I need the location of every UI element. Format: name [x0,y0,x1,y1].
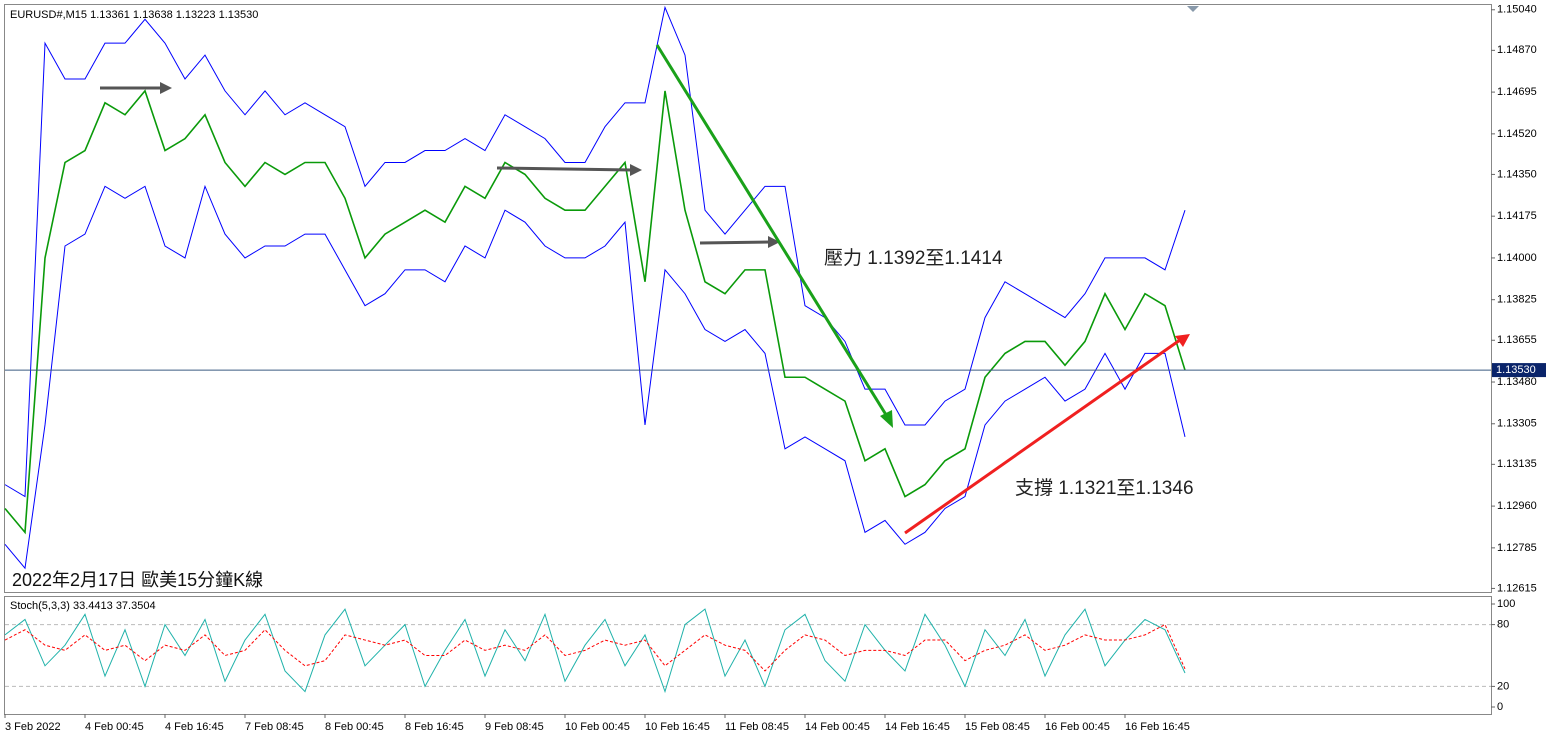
stoch-frame [4,596,1492,715]
x-tick-label: 14 Feb 16:45 [885,721,950,733]
resistance-trendline [655,44,890,419]
y-tick-label: 1.14350 [1497,168,1537,180]
y-tick-label: 1.14520 [1497,128,1537,140]
x-tick-label: 15 Feb 08:45 [965,721,1030,733]
series-line [4,623,1186,672]
y-tick-label: 20 [1497,680,1509,692]
resistance-label: 壓力 1.1392至1.1414 [824,247,1003,269]
main-frame [4,4,1492,593]
ohlc-value: 1.13223 [176,9,216,21]
series-line [4,5,1186,498]
arrow-head [768,236,780,248]
x-tick-label: 4 Feb 16:45 [165,721,224,733]
ohlc-value: 1.13361 [90,9,130,21]
y-tick-label: 1.14000 [1497,252,1537,264]
x-tick-label: 16 Feb 16:45 [1125,721,1190,733]
main-layer [4,5,1491,694]
caption: 2022年2月17日 歐美15分鐘K線 [12,570,263,590]
stoch-header: Stoch(5,3,3) 33.4413 37.3504 [10,600,156,612]
arrow-head [1175,334,1190,347]
x-tick-label: 10 Feb 16:45 [645,721,710,733]
y-tick-label: 1.14695 [1497,86,1537,98]
y-tick-label: 100 [1497,598,1515,610]
x-tick-label: 16 Feb 00:45 [1045,721,1110,733]
y-tick-label: 80 [1497,619,1509,631]
y-tick-label: 1.13305 [1497,418,1537,430]
arrow-head [880,410,893,428]
series-line [4,184,1186,570]
support-label: 支撐 1.1321至1.1346 [1015,477,1194,499]
arrow-head [630,164,642,176]
x-tick-label: 10 Feb 00:45 [565,721,630,733]
support-trendline [904,338,1181,535]
x-tick-label: 7 Feb 08:45 [245,721,304,733]
y-tick-label: 1.13480 [1497,376,1537,388]
x-tick-label: 3 Feb 2022 [5,721,61,733]
ohlc: 1.13361 1.13638 1.13223 1.13530 [90,9,258,21]
marker [1187,6,1199,12]
header: EURUSD#,M15 1.13361 1.13638 1.13223 1.13… [10,9,258,21]
stoch-title: Stoch(5,3,3) [10,600,70,612]
x-tick-label: 8 Feb 00:45 [325,721,384,733]
y-tick-label: 1.13825 [1497,294,1537,306]
y-tick-label: 1.13655 [1497,334,1537,346]
arrow [699,240,771,245]
series-line [4,608,1186,694]
last-price-box [1492,363,1546,378]
arrow-head [160,82,172,94]
symbol: EURUSD#,M15 [10,9,87,21]
x-tick-label: 11 Feb 08:45 [725,721,789,733]
stoch-d: 37.3504 [116,600,156,612]
y-tick-label: 1.14175 [1497,210,1537,222]
y-tick-label: 1.13135 [1497,458,1537,470]
x-tick-label: 8 Feb 16:45 [405,721,464,733]
y-tick-label: 1.14870 [1497,44,1537,56]
y-tick-label: 1.12785 [1497,542,1537,554]
last-price-label: 1.13530 [1496,364,1536,376]
ohlc-value: 1.13530 [219,9,259,21]
y-tick-label: 1.12960 [1497,500,1537,512]
y-tick-label: 0 [1497,701,1503,713]
arrow [496,166,633,172]
x-tick-label: 4 Feb 00:45 [85,721,144,733]
ohlc-value: 1.13638 [133,9,173,21]
stoch-k: 33.4413 [73,600,113,612]
x-tick-label: 9 Feb 08:45 [485,721,544,733]
y-tick-label: 1.15040 [1497,4,1537,16]
series-line [4,89,1186,535]
x-tick-label: 14 Feb 00:45 [805,721,870,733]
y-tick-label: 1.12615 [1497,582,1537,594]
